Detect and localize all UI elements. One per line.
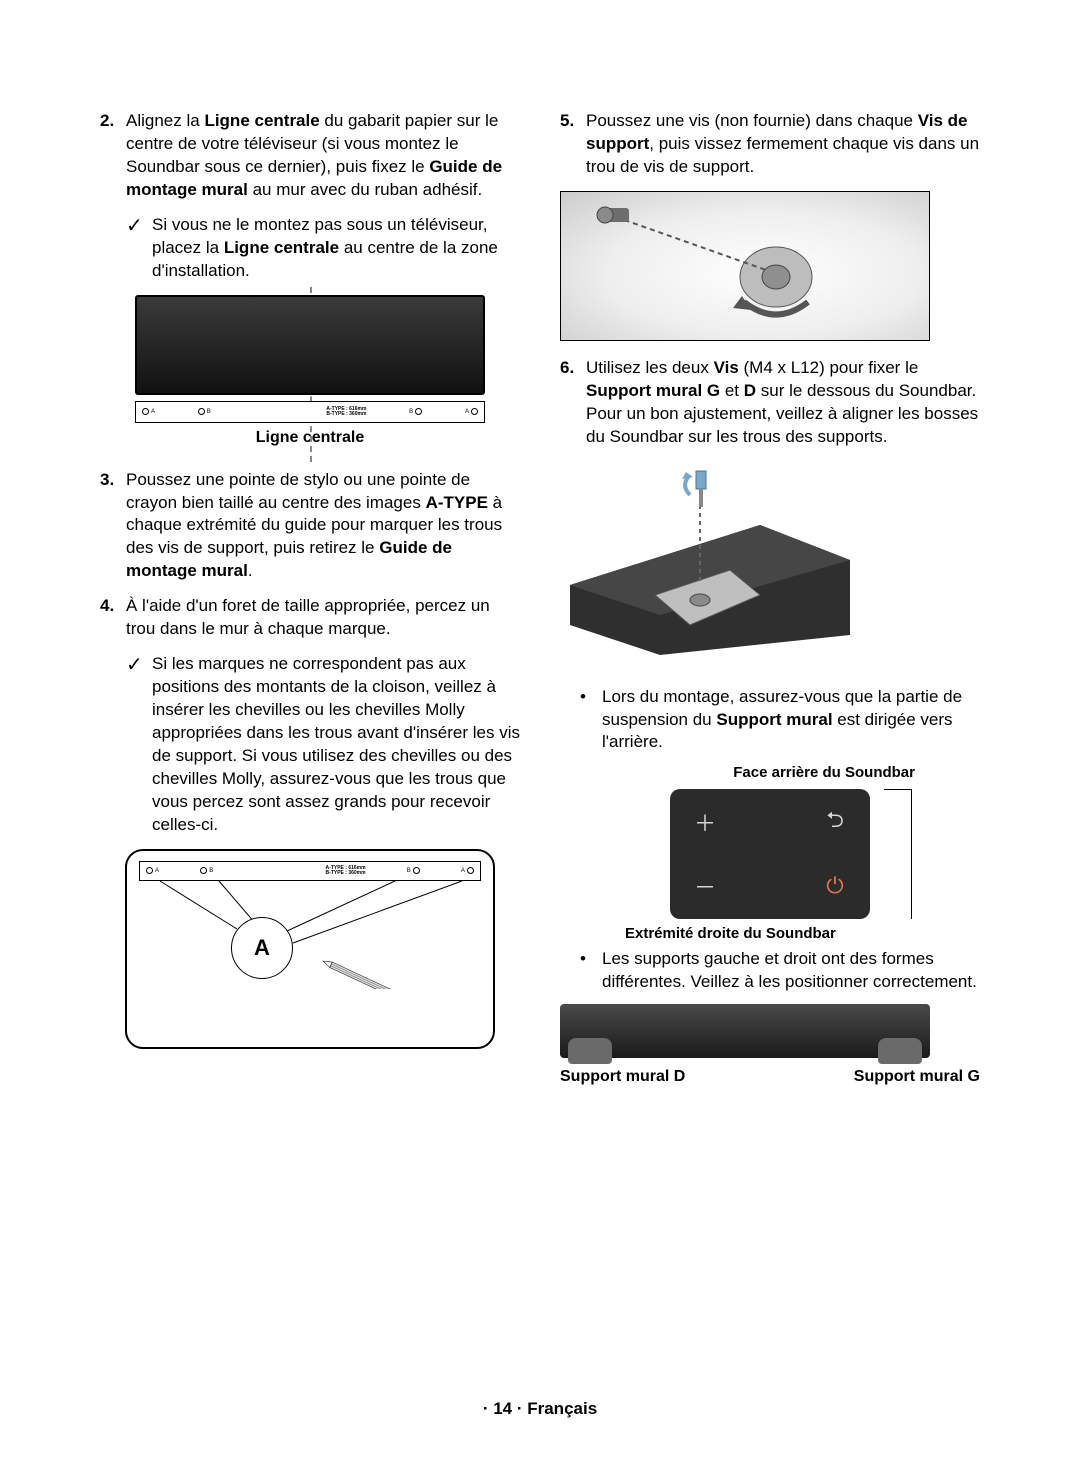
mark-b-right: B — [409, 408, 422, 415]
bullet-icon: • — [580, 948, 602, 994]
soundbar-bar — [560, 1004, 930, 1058]
page-footer: · 14 · Français — [0, 1399, 1080, 1419]
step-text: Poussez une pointe de stylo ou une point… — [126, 469, 520, 584]
text: . — [248, 561, 253, 580]
type-label: A-TYPE : 616mmB-TYPE : 360mm — [326, 407, 366, 417]
label-support-d: Support mural D — [560, 1068, 685, 1086]
callout-lines — [127, 851, 497, 1051]
power-icon: ⏻ — [820, 871, 850, 901]
text: Poussez une pointe de stylo ou une point… — [126, 470, 470, 512]
bold: D — [744, 381, 756, 400]
bullet-left-right: • Les supports gauche et droit ont des f… — [580, 948, 980, 994]
bold: Ligne centrale — [204, 111, 319, 130]
plus-icon: ＋ — [690, 807, 720, 837]
figure-tv-centerline: A B A-TYPE : 616mmB-TYPE : 360mm B A Lig… — [100, 295, 520, 447]
two-column-layout: 2. Alignez la Ligne centrale du gabarit … — [100, 110, 980, 1102]
figure-screw-anchor — [560, 191, 980, 341]
bullet-text: Les supports gauche et droit ont des for… — [602, 948, 980, 994]
mark-a-left: A — [142, 408, 155, 415]
step-number: 3. — [100, 469, 126, 584]
figure-bracket-screw — [560, 461, 980, 670]
rear-panel: ＋ － ⮌ ⏻ — [670, 789, 870, 919]
step-text: Utilisez les deux Vis (M4 x L12) pour fi… — [586, 357, 980, 449]
step-number: 5. — [560, 110, 586, 179]
label: A — [151, 409, 155, 415]
tv-outline — [135, 295, 485, 395]
fig5-top-label: Face arrière du Soundbar — [625, 764, 915, 781]
label: A — [465, 409, 469, 415]
fig6-labels: Support mural D Support mural G — [560, 1068, 980, 1086]
bracket-left — [878, 1038, 922, 1064]
note-step2: ✓ Si vous ne le montez pas sous un télév… — [126, 214, 520, 283]
fig1: A B A-TYPE : 616mmB-TYPE : 360mm B A — [135, 295, 485, 423]
check-icon: ✓ — [126, 653, 152, 837]
figure-wall-pencil: A B A-TYPE : 616mmB-TYPE : 360mm B A A — [100, 849, 520, 1049]
bold: Support mural G — [586, 381, 720, 400]
text: Utilisez les deux — [586, 358, 714, 377]
text: Poussez une vis (non fournie) dans chaqu… — [586, 111, 918, 130]
bullet-icon: • — [580, 686, 602, 755]
pencil-icon — [277, 959, 457, 989]
step-6: 6. Utilisez les deux Vis (M4 x L12) pour… — [560, 357, 980, 449]
callout-line — [911, 789, 912, 919]
template-strip: A B A-TYPE : 616mmB-TYPE : 360mm B A — [135, 401, 485, 423]
manual-page: 2. Alignez la Ligne centrale du gabarit … — [0, 0, 1080, 1479]
source-icon: ⮌ — [820, 807, 850, 837]
text: et — [720, 381, 744, 400]
right-column: 5. Poussez une vis (non fournie) dans ch… — [560, 110, 980, 1102]
bullet-text: Lors du montage, assurez-vous que la par… — [602, 686, 980, 755]
figure-soundbar-brackets: Support mural D Support mural G — [560, 1004, 980, 1086]
step-text: Alignez la Ligne centrale du gabarit pap… — [126, 110, 520, 202]
letter: A — [254, 935, 270, 961]
note-text: Si vous ne le montez pas sous un télévis… — [152, 214, 520, 283]
step-number: 2. — [100, 110, 126, 202]
bracket-right — [568, 1038, 612, 1064]
figure-soundbar-rear: Face arrière du Soundbar ＋ － ⮌ ⏻ Extrémi… — [625, 764, 915, 942]
mark-b-left: B — [198, 408, 211, 415]
label: B — [207, 409, 211, 415]
step-4: 4. À l'aide d'un foret de taille appropr… — [100, 595, 520, 641]
bold: Support mural — [716, 710, 832, 729]
fig2: A B A-TYPE : 616mmB-TYPE : 360mm B A A — [125, 849, 495, 1049]
mark-a-right: A — [465, 408, 478, 415]
fig3 — [560, 191, 930, 341]
step-5: 5. Poussez une vis (non fournie) dans ch… — [560, 110, 980, 179]
label: B — [409, 409, 413, 415]
fig4-svg — [560, 465, 850, 655]
fig5-bottom-label: Extrémité droite du Soundbar — [625, 925, 915, 942]
minus-icon: － — [690, 871, 720, 901]
note-text: Si les marques ne correspondent pas aux … — [152, 653, 520, 837]
bold: A-TYPE — [426, 493, 488, 512]
bold: Ligne centrale — [224, 238, 339, 257]
step-3: 3. Poussez une pointe de stylo ou une po… — [100, 469, 520, 584]
label-support-g: Support mural G — [854, 1068, 980, 1086]
step-number: 6. — [560, 357, 586, 449]
text: (M4 x L12) pour fixer le — [739, 358, 919, 377]
callout-line — [884, 789, 912, 790]
step-2: 2. Alignez la Ligne centrale du gabarit … — [100, 110, 520, 202]
screw-anchor-svg — [561, 192, 931, 342]
left-column: 2. Alignez la Ligne centrale du gabarit … — [100, 110, 520, 1102]
text: Alignez la — [126, 111, 204, 130]
t: B-TYPE : 360mm — [326, 411, 366, 417]
step-text: À l'aide d'un foret de taille appropriée… — [126, 595, 520, 641]
text: au mur avec du ruban adhésif. — [248, 180, 482, 199]
bullet-orientation: • Lors du montage, assurez-vous que la p… — [580, 686, 980, 755]
step-number: 4. — [100, 595, 126, 641]
note-step4: ✓ Si les marques ne correspondent pas au… — [126, 653, 520, 837]
step-text: Poussez une vis (non fournie) dans chaqu… — [586, 110, 980, 179]
bold: Vis — [714, 358, 739, 377]
check-icon: ✓ — [126, 214, 152, 283]
